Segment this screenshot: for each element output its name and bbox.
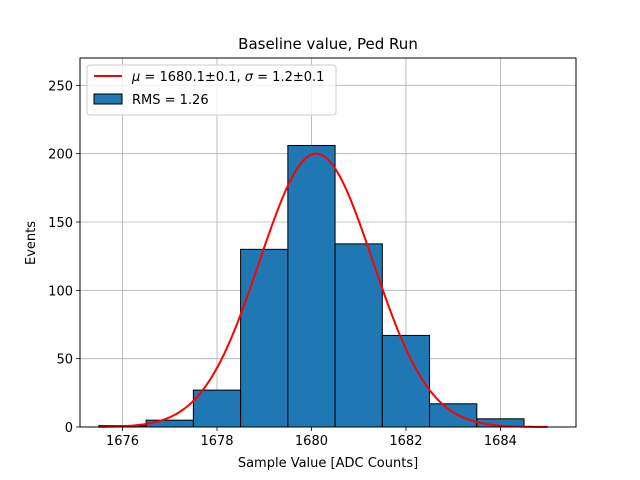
histogram-bars — [98, 144, 525, 428]
y-tick-label: 200 — [48, 148, 73, 163]
x-tick-label: 1684 — [484, 434, 517, 449]
chart-title: Baseline value, Ped Run — [238, 35, 418, 53]
y-tick-label: 0 — [65, 421, 73, 436]
histogram-bar — [192, 389, 242, 428]
histogram-bar — [287, 144, 336, 428]
x-tick-label: 1676 — [106, 434, 139, 449]
gaussian-fit-curve — [98, 152, 548, 428]
y-tick-label: 150 — [48, 216, 73, 231]
x-axis-ticks: 1676 1678 1680 1682 1684 — [106, 427, 517, 449]
legend-fit-label: μ = 1680.1±0.1, σ = 1.2±0.1 — [131, 70, 324, 85]
legend-box — [86, 64, 337, 116]
legend-hist-label: RMS = 1.26 — [132, 93, 209, 108]
histogram-bar — [240, 248, 289, 428]
legend-sigma-symbol: σ — [245, 70, 254, 85]
plot-frame — [79, 57, 577, 428]
histogram-bar — [334, 243, 383, 428]
legend-mu-value: = 1680.1±0.1, — [140, 70, 244, 85]
x-tick-label: 1680 — [295, 434, 328, 449]
y-axis-label: Events — [24, 221, 39, 265]
histogram-bar — [429, 403, 478, 428]
x-tick-label: 1682 — [389, 434, 422, 449]
y-axis-ticks: 0 50 100 150 200 250 — [48, 79, 80, 436]
legend-hist-swatch — [93, 93, 123, 105]
x-tick-label: 1678 — [200, 434, 233, 449]
legend-mu-symbol: μ — [131, 70, 140, 85]
y-tick-label: 100 — [48, 284, 73, 299]
legend: μ = 1680.1±0.1, σ = 1.2±0.1 RMS = 1.26 — [86, 64, 337, 116]
x-axis-label: Sample Value [ADC Counts] — [238, 456, 418, 471]
y-tick-label: 250 — [48, 79, 73, 94]
y-tick-label: 50 — [56, 353, 73, 368]
legend-sigma-value: = 1.2±0.1 — [253, 70, 324, 85]
